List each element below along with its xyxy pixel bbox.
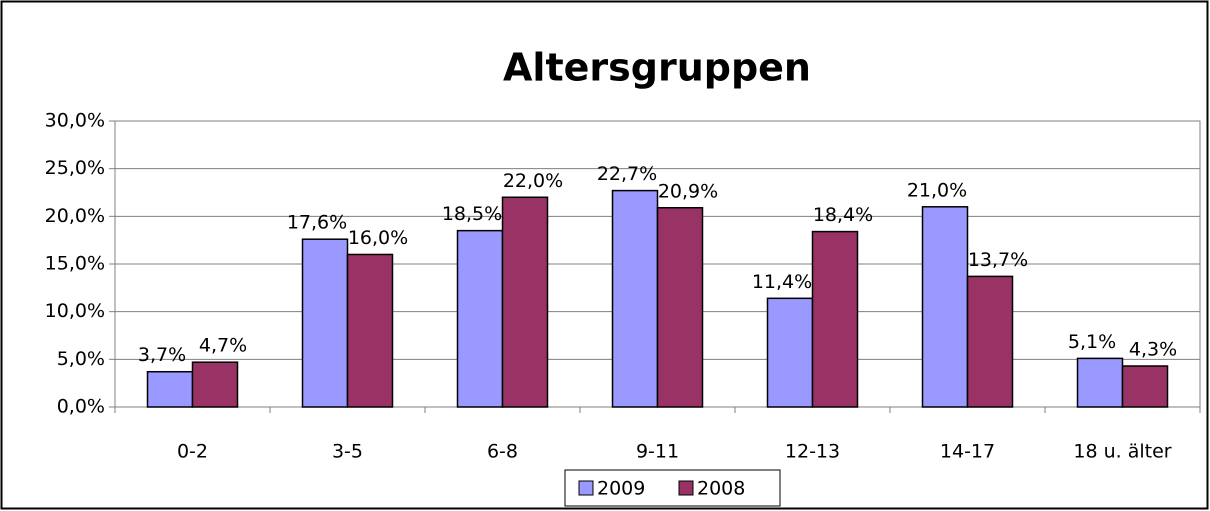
bar bbox=[501, 196, 549, 408]
y-tick-label: 0,0% bbox=[57, 396, 105, 418]
y-tick-label: 30,0% bbox=[45, 110, 105, 132]
y-tick-label: 5,0% bbox=[57, 348, 105, 370]
data-label: 4,7% bbox=[199, 335, 247, 357]
data-label: 17,6% bbox=[287, 212, 347, 234]
legend-swatch bbox=[578, 480, 594, 496]
bar bbox=[191, 361, 239, 408]
bar bbox=[301, 238, 349, 408]
bar bbox=[1076, 357, 1124, 408]
y-tick-label: 25,0% bbox=[45, 157, 105, 179]
x-tick-label: 0-2 bbox=[177, 441, 208, 463]
legend-box bbox=[564, 469, 781, 507]
data-label: 22,7% bbox=[597, 163, 657, 185]
data-label: 16,0% bbox=[348, 227, 408, 249]
x-tick-label: 14-17 bbox=[940, 441, 995, 463]
y-tick-label: 20,0% bbox=[45, 205, 105, 227]
legend-swatch bbox=[678, 480, 694, 496]
data-label: 20,9% bbox=[658, 180, 718, 202]
data-label: 18,5% bbox=[442, 203, 502, 225]
y-tick-label: 10,0% bbox=[45, 300, 105, 322]
y-tick-label: 15,0% bbox=[45, 253, 105, 275]
data-label: 21,0% bbox=[907, 179, 967, 201]
data-label: 18,4% bbox=[813, 204, 873, 226]
bar bbox=[966, 275, 1014, 408]
data-label: 3,7% bbox=[138, 344, 186, 366]
x-tick-label: 18 u. älter bbox=[1073, 441, 1171, 463]
chart-title: Altersgruppen bbox=[503, 46, 811, 90]
bar bbox=[1121, 365, 1169, 408]
bar bbox=[346, 253, 394, 408]
bar bbox=[611, 189, 659, 408]
bar bbox=[811, 230, 859, 408]
data-label: 22,0% bbox=[503, 170, 563, 192]
legend-label: 2009 bbox=[597, 478, 645, 500]
x-tick-label: 9-11 bbox=[636, 441, 679, 463]
bar bbox=[921, 206, 969, 408]
x-tick-label: 6-8 bbox=[487, 441, 518, 463]
bar bbox=[656, 207, 704, 408]
data-label: 5,1% bbox=[1068, 331, 1116, 353]
legend-label: 2008 bbox=[697, 478, 745, 500]
data-label: 13,7% bbox=[968, 249, 1028, 271]
data-label: 11,4% bbox=[752, 271, 812, 293]
x-tick-label: 3-5 bbox=[332, 441, 363, 463]
data-label: 4,3% bbox=[1129, 339, 1177, 361]
bar bbox=[456, 229, 504, 408]
x-tick-label: 12-13 bbox=[785, 441, 840, 463]
bar bbox=[766, 297, 814, 408]
bar bbox=[146, 370, 194, 408]
